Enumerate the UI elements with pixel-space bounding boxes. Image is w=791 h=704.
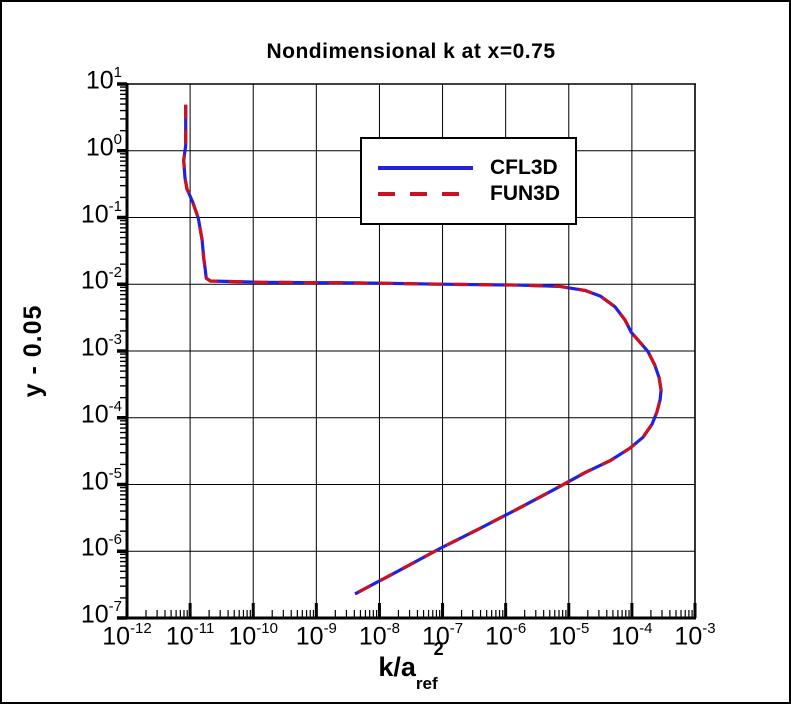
x-tick-label: 10-6 [461, 620, 551, 651]
series-fun3d [182, 104, 663, 596]
x-tick-label: 10-10 [208, 620, 298, 651]
x-tick-label: 10-4 [587, 620, 677, 651]
tick-mantissa: 10 [165, 622, 194, 651]
chart-title: Nondimensional k at x=0.75 [266, 40, 556, 63]
tick-exponent: -3 [702, 620, 716, 637]
y-tick-label: 10-7 [38, 598, 122, 629]
tick-exponent: -9 [323, 620, 337, 637]
y-tick-label: 10-2 [38, 264, 122, 295]
tick-mantissa: 10 [80, 266, 109, 295]
tick-exponent: -10 [256, 620, 278, 637]
legend-label-cfl3d: CFL3D [490, 156, 558, 179]
tick-exponent: -2 [108, 264, 122, 282]
tick-mantissa: 10 [102, 622, 131, 651]
legend-label-fun3d: FUN3D [490, 182, 561, 205]
tick-exponent: 1 [113, 64, 122, 81]
x-tick-label: 10-9 [271, 620, 361, 651]
tick-exponent: -7 [108, 598, 122, 615]
y-tick-label: 10-4 [38, 397, 122, 429]
tick-mantissa: 10 [485, 622, 513, 651]
tick-mantissa: 10 [228, 622, 257, 651]
tick-mantissa: 10 [80, 199, 109, 228]
tick-exponent: -6 [108, 531, 122, 549]
x-tick-label: 10-3 [650, 620, 740, 651]
x-axis-title: k/aref 2 [127, 639, 695, 693]
tick-exponent: -12 [130, 620, 152, 637]
legend-line-sample-fun3d [378, 192, 473, 196]
tick-exponent: -1 [108, 197, 122, 215]
tick-mantissa: 10 [80, 533, 109, 562]
tick-exponent: -6 [512, 620, 527, 637]
y-tick-label: 10-1 [38, 197, 122, 229]
tick-mantissa: 10 [80, 333, 109, 362]
x-tick-label: 10-12 [82, 620, 172, 651]
x-tick-label: 10-5 [524, 620, 614, 651]
y-tick-label: 10-5 [38, 464, 122, 496]
tick-exponent: -4 [108, 397, 122, 415]
legend-item-cfl3d: CFL3D [377, 155, 575, 181]
tick-exponent: -8 [386, 620, 401, 637]
tick-mantissa: 10 [674, 622, 703, 651]
tick-mantissa: 10 [358, 622, 387, 651]
tick-mantissa: 10 [421, 622, 450, 651]
y-tick-label: 101 [38, 64, 122, 95]
tick-exponent: -5 [576, 620, 590, 637]
legend-line-sample-cfl3d [378, 166, 473, 170]
x-tick-label: 10-8 [334, 620, 424, 651]
x-axis-title-subscript: ref [415, 674, 438, 694]
tick-mantissa: 10 [80, 466, 109, 495]
tick-exponent: -5 [108, 464, 122, 482]
tick-exponent: -3 [108, 331, 122, 348]
tick-mantissa: 10 [611, 622, 640, 651]
x-axis-title-superscript: 2 [433, 639, 444, 659]
tick-exponent: -7 [449, 620, 464, 637]
tick-mantissa: 10 [80, 600, 109, 629]
tick-mantissa: 10 [85, 66, 114, 95]
x-tick-label: 10-11 [145, 620, 235, 651]
x-tick-label: 10-7 [398, 620, 488, 651]
y-tick-label: 10-3 [38, 331, 122, 362]
x-axis-title-main: k/a [378, 652, 416, 682]
legend-item-fun3d: FUN3D [377, 181, 575, 207]
tick-mantissa: 10 [80, 400, 109, 429]
tick-mantissa: 10 [295, 622, 324, 651]
tick-mantissa: 10 [548, 622, 576, 651]
tick-mantissa: 10 [85, 133, 114, 162]
tick-exponent: -11 [193, 620, 215, 637]
y-tick-label: 100 [38, 130, 122, 162]
y-tick-label: 10-6 [38, 531, 122, 562]
legend: CFL3D FUN3D [360, 137, 577, 225]
tick-exponent: -4 [639, 620, 653, 637]
tick-exponent: 0 [113, 130, 122, 148]
